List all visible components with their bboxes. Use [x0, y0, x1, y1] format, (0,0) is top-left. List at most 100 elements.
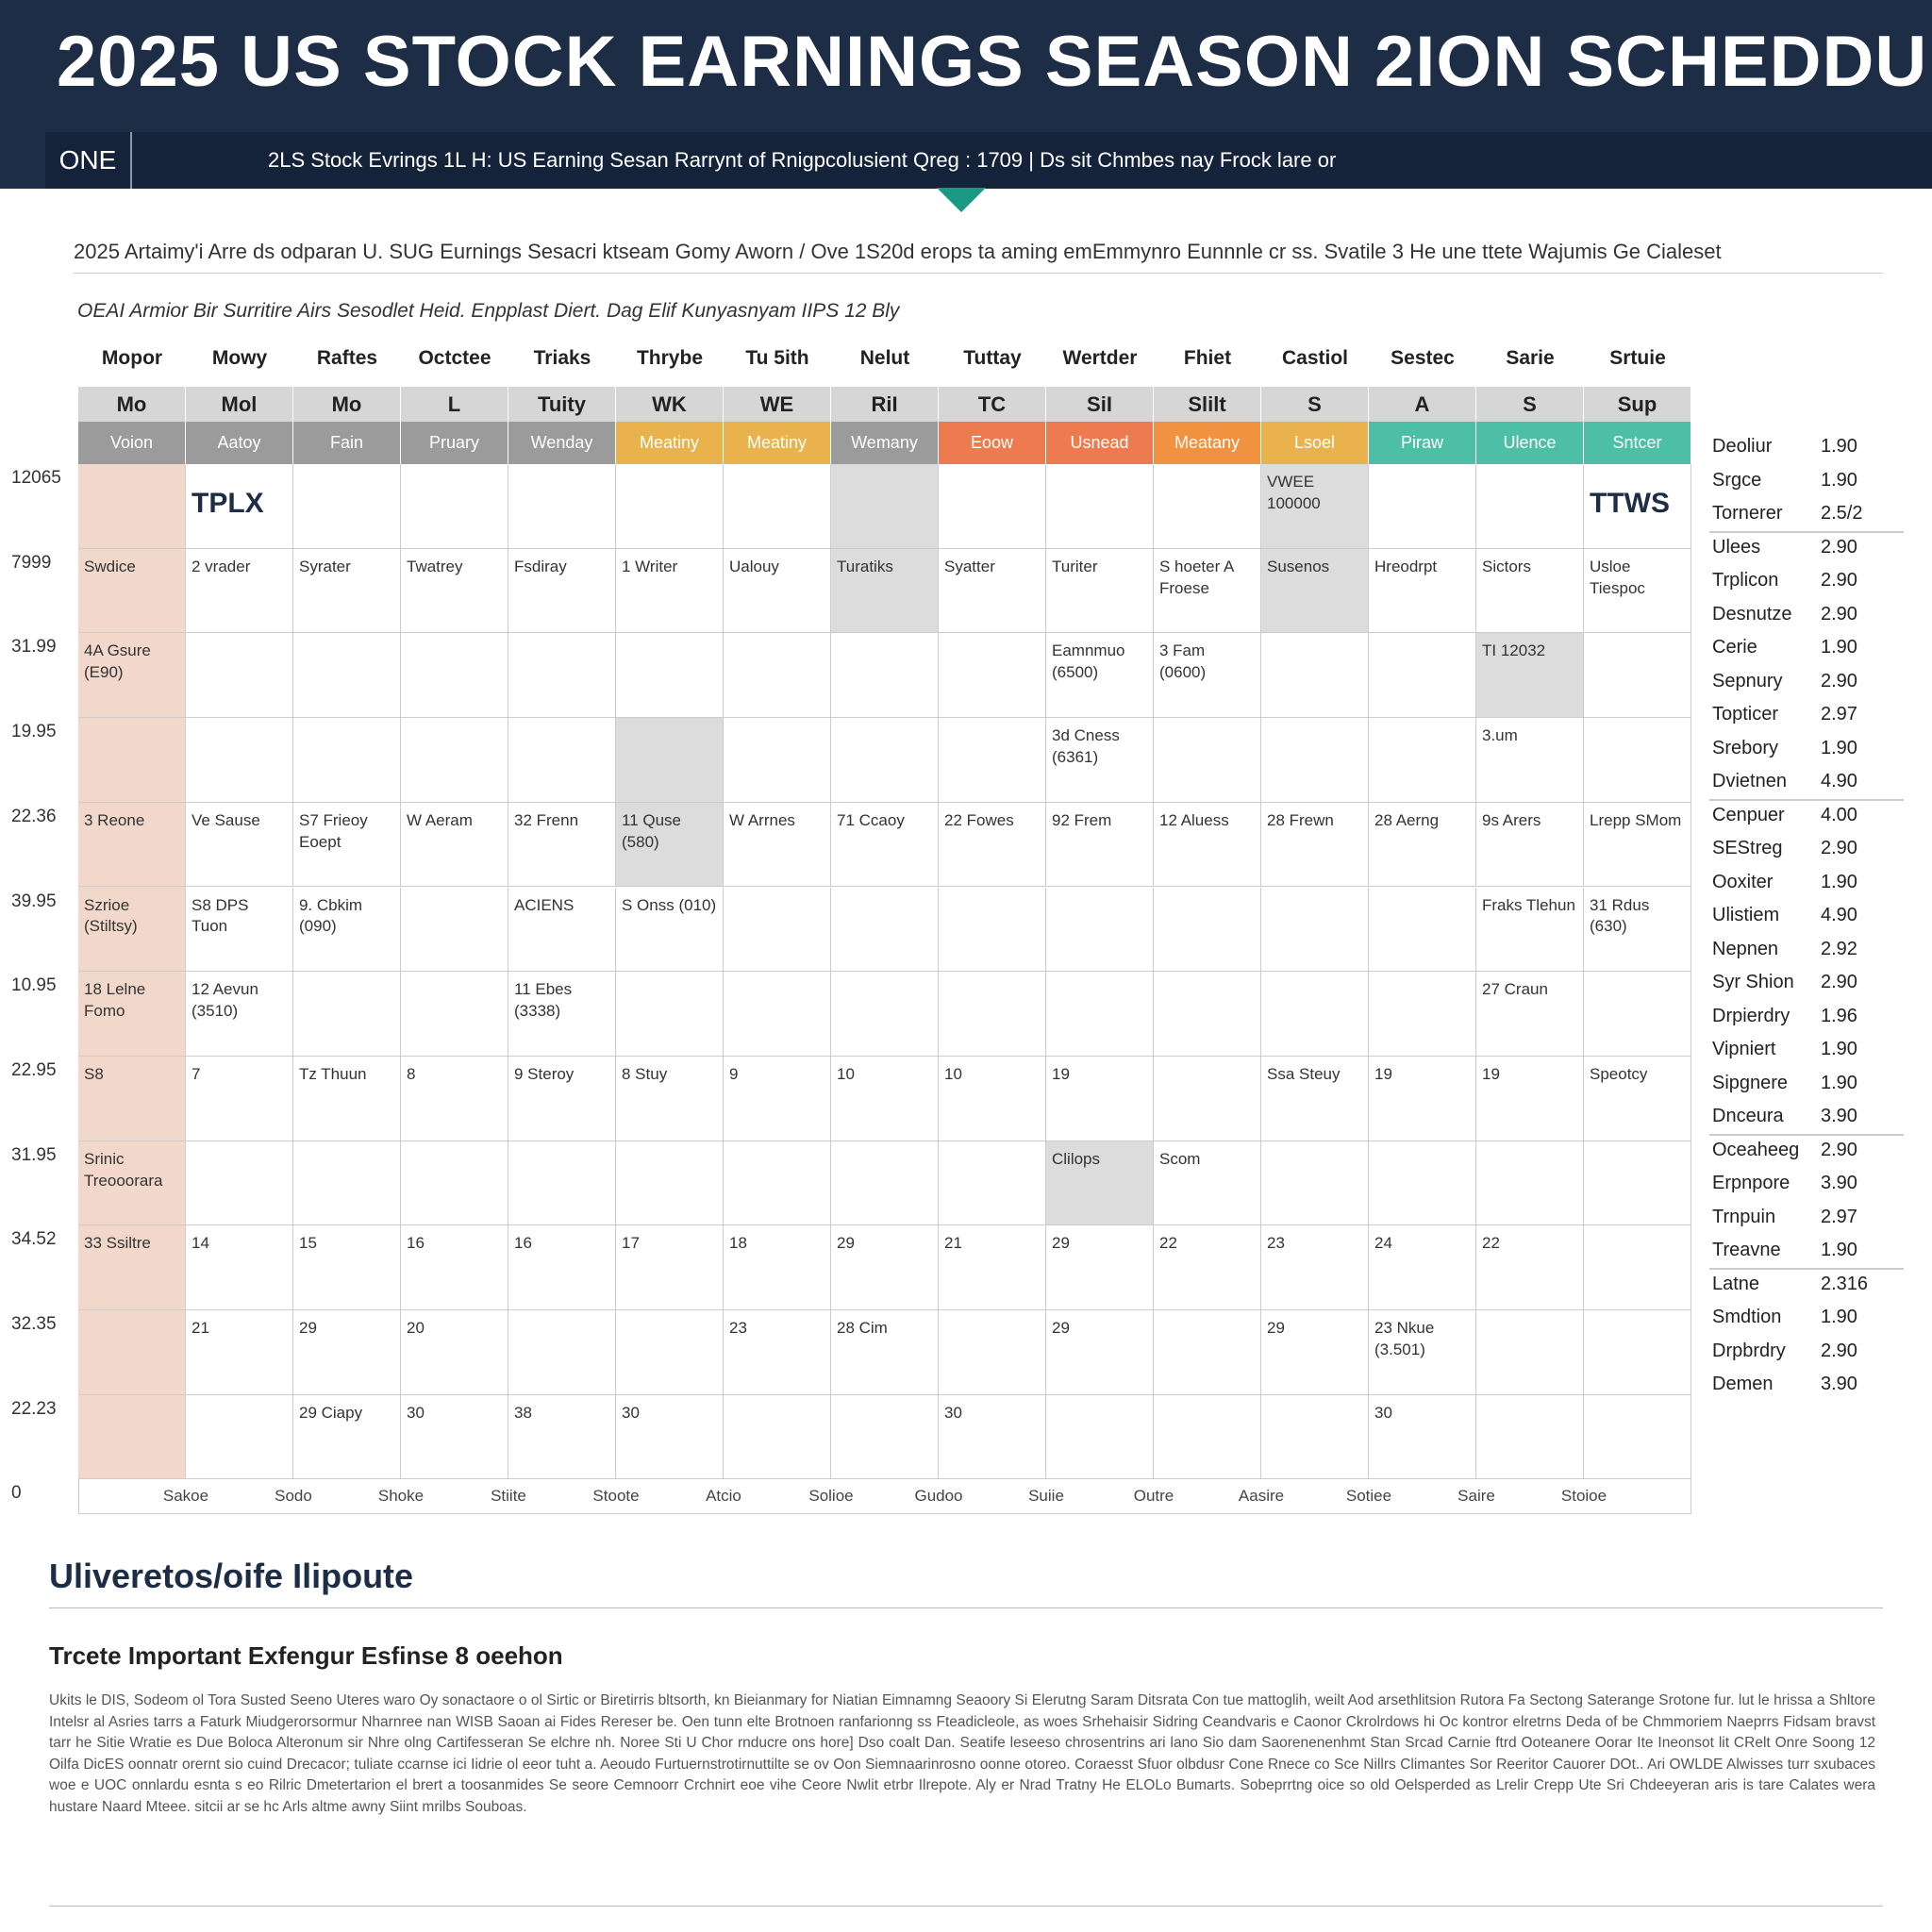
sidebar-value: 2.90 — [1821, 1340, 1857, 1361]
table-cell — [293, 1141, 401, 1226]
column-header: Castiol — [1281, 347, 1348, 369]
tab[interactable]: ONE — [45, 132, 132, 189]
table-cell — [831, 887, 939, 973]
column-header: Thrybe — [636, 347, 703, 369]
sidebar-name: Treavne — [1712, 1240, 1781, 1260]
pink-column — [78, 464, 186, 1480]
table-cell — [724, 1141, 831, 1226]
table-cell — [939, 464, 1046, 549]
table-cell: 3 Reone — [78, 802, 186, 888]
table-cell: 22 — [1154, 1225, 1261, 1310]
footer-label: Sotiee — [1345, 1487, 1392, 1506]
row-label: 22.95 — [11, 1059, 57, 1080]
table-cell — [186, 633, 293, 719]
table-cell: S7 Frieoy Eoept — [293, 802, 401, 888]
sidebar-value: 3.90 — [1821, 1374, 1857, 1394]
column-header: Tu 5ith — [745, 347, 809, 369]
column-header: Octctee — [418, 347, 491, 369]
sidebar-value: 2.90 — [1821, 670, 1857, 691]
table-cell — [78, 1310, 186, 1395]
sidebar-value: 2.97 — [1821, 704, 1857, 724]
table-cell — [1261, 887, 1369, 973]
table-cell: Lrepp SMom — [1584, 802, 1691, 888]
table-cell: Syatter — [939, 548, 1046, 634]
table-cell — [401, 464, 508, 549]
table-cell — [1046, 464, 1154, 549]
table-cell — [1584, 1141, 1691, 1226]
short-header: SiI — [1046, 387, 1154, 422]
column-header: Mowy — [211, 347, 268, 369]
footer-label: Stoioe — [1560, 1487, 1607, 1506]
table-cell — [1154, 972, 1261, 1057]
table-cell — [1261, 718, 1369, 803]
table-cell: 10 — [939, 1056, 1046, 1141]
short-header: Mol — [186, 387, 293, 422]
table-cell — [508, 633, 616, 719]
table-cell — [401, 633, 508, 719]
sidebar-name: Demen — [1712, 1374, 1774, 1394]
table-cell: 8 — [401, 1056, 508, 1141]
table-cell: 18 — [724, 1225, 831, 1310]
short-header: WE — [724, 387, 831, 422]
sidebar-value: 2.97 — [1821, 1206, 1857, 1227]
table-cell: Ualouy — [724, 548, 831, 634]
table-cell: 38 — [508, 1394, 616, 1480]
short-header: Mo — [78, 387, 186, 422]
label-header: Lsoel — [1261, 422, 1369, 464]
sidebar-value: 4.90 — [1821, 771, 1857, 791]
table-cell — [1154, 718, 1261, 803]
short-header: S — [1261, 387, 1369, 422]
label-header: Piraw — [1369, 422, 1476, 464]
table-cell: S8 — [78, 1056, 186, 1141]
table-cell — [1154, 1056, 1261, 1141]
row-label: 34.52 — [11, 1229, 57, 1250]
table-cell — [1046, 972, 1154, 1057]
table-cell — [1154, 887, 1261, 973]
sidebar-name: Oceaheeg — [1712, 1139, 1800, 1160]
sidebar-name: Srebory — [1712, 737, 1779, 758]
section-body: Ukits le DIS, Sodeom ol Tora Susted Seen… — [49, 1692, 1875, 1815]
sidebar-name: Sipgnere — [1712, 1072, 1789, 1093]
row-label: 22.23 — [11, 1398, 57, 1419]
short-header: A — [1369, 387, 1476, 422]
table-cell — [293, 633, 401, 719]
sidebar-name: SEStreg — [1712, 838, 1783, 858]
sidebar-value: 2.90 — [1821, 972, 1857, 992]
table-cell: 30 — [401, 1394, 508, 1480]
sidebar-value: 1.90 — [1821, 871, 1857, 892]
table-cell: 19 — [1476, 1056, 1584, 1141]
table-cell — [1476, 1141, 1584, 1226]
table-cell — [293, 464, 401, 549]
table-cell: 28 Frewn — [1261, 802, 1369, 888]
table-cell: 14 — [186, 1225, 293, 1310]
sidebar-rule — [1709, 1133, 1904, 1136]
row-label: 22.36 — [11, 806, 57, 826]
label-header: Wenday — [508, 422, 616, 464]
column-header: Tuttay — [963, 347, 1022, 369]
table-cell — [1369, 464, 1476, 549]
page-title: 2025 US STOCK EARNINGS SEASON 2ION SCHED… — [57, 22, 1932, 102]
table-cell: 8 Stuy — [616, 1056, 724, 1141]
table-cell: Swdice — [78, 548, 186, 634]
short-header: L — [401, 387, 508, 422]
table-cell — [616, 633, 724, 719]
sidebar-name: Drpierdry — [1712, 1005, 1790, 1026]
sidebar-value: 4.90 — [1821, 905, 1857, 925]
table-cell — [831, 718, 939, 803]
column-header: Sestec — [1391, 347, 1455, 369]
table-cell — [1154, 464, 1261, 549]
table-cell: 23 — [724, 1310, 831, 1395]
table-cell: 22 Fowes — [939, 802, 1046, 888]
table-cell: S8 DPS Tuon — [186, 887, 293, 973]
table-cell — [508, 464, 616, 549]
table-cell: 28 Aerng — [1369, 802, 1476, 888]
table-cell — [831, 464, 939, 549]
sidebar-name: Smdtion — [1712, 1307, 1782, 1327]
sidebar-name: Syr Shion — [1712, 972, 1794, 992]
table-cell: VWEE 100000 — [1261, 464, 1369, 549]
sidebar-name: Latne — [1712, 1273, 1760, 1294]
table-cell: 18 Lelne Fomo — [78, 972, 186, 1057]
table-cell — [1476, 464, 1584, 549]
table-cell: 17 — [616, 1225, 724, 1310]
table-cell: TPLX — [186, 464, 293, 549]
